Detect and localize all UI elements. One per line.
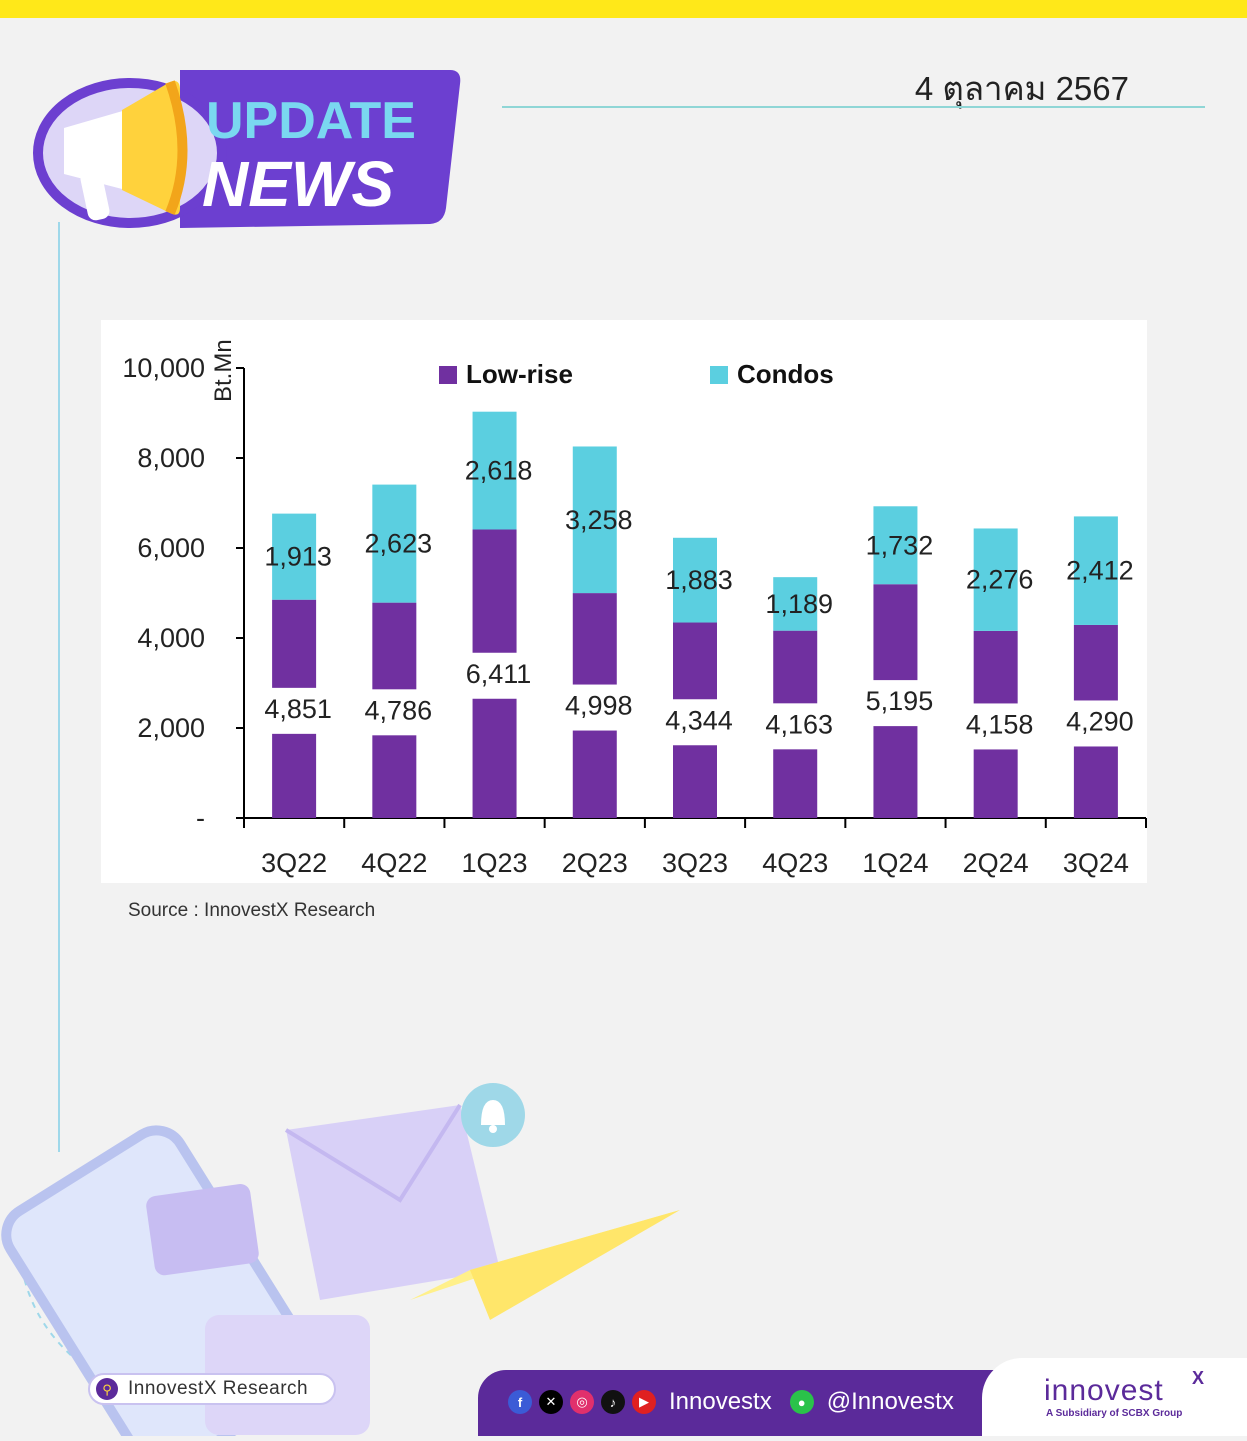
top-accent-bar: [0, 0, 1247, 18]
logo-text: innovest: [1044, 1374, 1164, 1407]
x-tick-label: 1Q24: [862, 848, 928, 878]
stacked-bar-chart: Bt.Mn Low-rise Condos - 2,000 4,000 6,000 8,…: [122, 339, 1147, 878]
youtube-icon[interactable]: ▶: [632, 1390, 656, 1414]
data-label-condos: 3,258: [565, 505, 633, 535]
legend-swatch-condos: [710, 366, 728, 384]
y-tick-label: 4,000: [137, 623, 205, 653]
data-label-bg: [450, 652, 539, 699]
envelope-illustration: [286, 1105, 500, 1300]
data-label-condos: 1,732: [866, 530, 934, 560]
badge-line2: NEWS: [202, 148, 394, 220]
badge-line1: UPDATE: [206, 92, 416, 150]
x-icon[interactable]: ✕: [539, 1390, 563, 1414]
x-tick-label: 2Q23: [562, 848, 628, 878]
publish-date: 4 ตุลาคม 2567: [914, 70, 1129, 107]
bar-condos: [773, 577, 818, 631]
x-tick-label: 4Q22: [361, 848, 427, 878]
data-label-condos: 2,623: [365, 529, 433, 559]
data-label-bg: [751, 703, 840, 750]
data-label-low-rise: 4,344: [665, 705, 733, 735]
data-label-low-rise: 5,195: [866, 686, 934, 716]
research-label: InnovestX Research: [128, 1378, 309, 1399]
social-handle[interactable]: Innovestx: [669, 1388, 772, 1415]
bar-condos: [572, 446, 617, 594]
legend-swatch-low-rise: [439, 366, 457, 384]
bar-condos: [973, 528, 1018, 631]
line-handle[interactable]: @Innovestx: [826, 1388, 954, 1415]
data-label-bg: [651, 699, 739, 746]
bar-condos: [673, 537, 717, 623]
facebook-icon[interactable]: f: [508, 1390, 532, 1414]
data-label-bg: [250, 687, 339, 734]
data-label-bg: [1051, 700, 1140, 747]
data-label-condos: 1,189: [765, 589, 833, 619]
x-tick-label: 4Q23: [762, 848, 828, 878]
data-label-low-rise: 4,290: [1066, 706, 1134, 736]
logo-subtitle: A Subsidiary of SCBX Group: [1046, 1408, 1183, 1419]
y-tick-label: 10,000: [122, 353, 205, 383]
data-label-low-rise: 4,163: [765, 709, 833, 739]
legend-label-low-rise: Low-rise: [466, 359, 573, 389]
source-note: Source : InnovestX Research: [128, 900, 376, 921]
update-news-badge: UPDATE NEWS: [30, 58, 470, 248]
data-label-condos: 2,618: [465, 456, 533, 486]
y-tick-label: 8,000: [137, 443, 205, 473]
data-label-condos: 1,883: [665, 565, 733, 595]
logo-superscript: X: [1192, 1368, 1205, 1388]
legend-label-condos: Condos: [737, 359, 834, 389]
data-label-low-rise: 4,786: [365, 695, 433, 725]
tiktok-icon[interactable]: ♪: [601, 1390, 625, 1414]
side-decor-line: [58, 222, 60, 1152]
x-tick-label: 1Q23: [462, 848, 528, 878]
chart-legend: Low-rise Condos: [439, 359, 834, 389]
x-tick-label: 3Q23: [662, 848, 728, 878]
search-icon: ⚲: [96, 1378, 118, 1400]
data-label-condos: 1,913: [264, 542, 332, 572]
date-underline: [502, 106, 1205, 108]
data-label-low-rise: 4,158: [966, 709, 1034, 739]
data-label-bg: [951, 703, 1040, 750]
bar-condos: [472, 411, 517, 530]
y-axis-label: Bt.Mn: [210, 339, 237, 402]
line-icon[interactable]: ●: [789, 1390, 814, 1414]
bar-condos: [873, 506, 918, 585]
data-label-low-rise: 4,851: [264, 694, 332, 724]
bar-condos: [272, 513, 317, 600]
y-tick-label: 2,000: [137, 713, 205, 743]
data-label-bg: [550, 684, 639, 731]
research-pill[interactable]: ⚲ InnovestX Research: [88, 1373, 336, 1405]
y-tick-label: -: [196, 803, 205, 833]
data-label-condos: 2,412: [1066, 556, 1134, 586]
innovestx-logo: innovest X A Subsidiary of SCBX Group: [982, 1358, 1247, 1436]
megaphone-icon: [33, 78, 227, 228]
bar-condos: [372, 484, 417, 603]
data-label-bg: [851, 680, 940, 727]
data-label-condos: 2,276: [966, 565, 1034, 595]
x-tick-label: 3Q22: [261, 848, 327, 878]
bar-condos: [1073, 516, 1118, 625]
data-label-low-rise: 6,411: [466, 659, 532, 689]
data-label-bg: [350, 689, 439, 736]
x-tick-label: 2Q24: [963, 848, 1029, 878]
small-envelope-illustration: [146, 1184, 259, 1276]
data-label-low-rise: 4,998: [565, 691, 633, 721]
chart-panel: Bt.Mn Low-rise Condos - 2,000 4,000 6,000 8,…: [101, 320, 1147, 883]
instagram-icon[interactable]: ◎: [570, 1390, 594, 1414]
x-tick-label: 3Q24: [1063, 848, 1129, 878]
y-tick-label: 6,000: [137, 533, 205, 563]
